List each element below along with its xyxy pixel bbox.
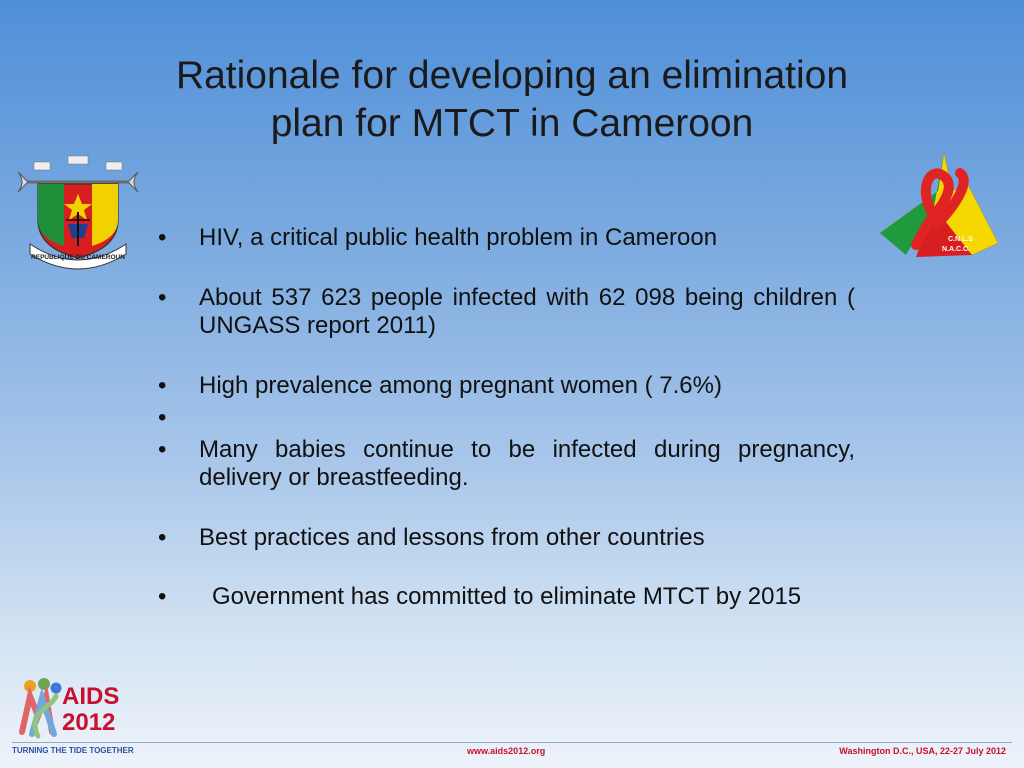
bullet-item: Government has committed to eliminate MT… [158, 583, 855, 611]
aids-tagline: TURNING THE TIDE TOGETHER [12, 746, 134, 755]
cnls-line-2: N.A.C.C. [942, 246, 970, 253]
footer-divider [12, 742, 1012, 743]
footer-event-info: Washington D.C., USA, 22-27 July 2012 [839, 746, 1006, 756]
cnls-nacc-logo-icon: C.N.L.S N.A.C.C. [879, 152, 999, 257]
bullet-item-empty [158, 404, 855, 432]
cnls-line-1: C.N.L.S [948, 236, 973, 243]
aids-2012-wordmark: AIDS 2012 [62, 684, 119, 736]
slide-title-line-1: Rationale for developing an elimination [175, 54, 849, 97]
bullet-item: Best practices and lessons from other co… [158, 524, 855, 552]
bullet-item: High prevalence among pregnant women ( 7… [158, 372, 855, 400]
cameroon-coat-of-arms-icon: REPUBLIQUE DU CAMEROUN [17, 155, 139, 270]
bullet-list: HIV, a critical public health problem in… [158, 224, 855, 611]
crest-banner-text: REPUBLIQUE DU CAMEROUN [31, 254, 125, 261]
slide-title-line-2: plan for MTCT in Cameroon [270, 102, 754, 145]
aids-wordmark-line-1: AIDS [62, 683, 120, 710]
aids-wordmark-line-2: 2012 [62, 709, 116, 736]
slide-title: Rationale for developing an elimination … [100, 52, 924, 148]
bullet-item: Many babies continue to be infected duri… [158, 436, 855, 492]
bullet-item: HIV, a critical public health problem in… [158, 224, 855, 252]
aids-2012-logo-icon [19, 678, 62, 739]
footer-url-link[interactable]: www.aids2012.org [467, 746, 546, 756]
bullet-item: About 537 623 people infected with 62 09… [158, 284, 855, 340]
